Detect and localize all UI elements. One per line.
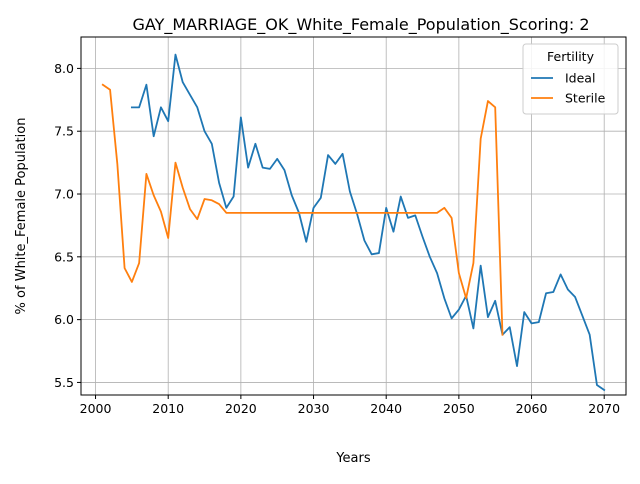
legend: Fertility Ideal Sterile <box>522 43 619 115</box>
y-tick-label: 8.0 <box>54 61 74 76</box>
x-tick-label: 2040 <box>370 401 402 416</box>
x-tick-label: 2060 <box>516 401 548 416</box>
x-axis-label: Years <box>335 451 371 466</box>
x-tick-label: 2010 <box>152 401 184 416</box>
series-layer <box>101 53 606 392</box>
y-tick-label: 7.0 <box>54 187 74 202</box>
y-tick-label: 5.5 <box>54 375 74 390</box>
y-tick-label: 7.5 <box>54 124 74 139</box>
series-line-ideal <box>130 53 606 392</box>
chart-title: GAY_MARRIAGE_OK_White_Female_Population_… <box>133 15 590 35</box>
legend-box <box>522 43 619 115</box>
legend-title: Fertility <box>547 49 595 64</box>
series-line-sterile <box>101 83 504 336</box>
x-axis: 2000 2010 2020 2030 2040 2050 2060 2070 <box>80 395 620 416</box>
legend-label-sterile: Sterile <box>565 91 606 106</box>
x-tick-label: 2050 <box>443 401 475 416</box>
x-tick-label: 2020 <box>225 401 257 416</box>
y-axis: 5.5 6.0 6.5 7.0 7.5 8.0 <box>54 61 81 390</box>
y-tick-label: 6.5 <box>54 249 74 264</box>
x-tick-label: 2000 <box>80 401 112 416</box>
plot-frame <box>80 36 627 396</box>
y-axis-label: % of White_Female Population <box>14 118 29 315</box>
legend-label-ideal: Ideal <box>565 71 595 86</box>
x-tick-label: 2070 <box>588 401 620 416</box>
x-tick-label: 2030 <box>298 401 330 416</box>
y-tick-label: 6.0 <box>54 312 74 327</box>
